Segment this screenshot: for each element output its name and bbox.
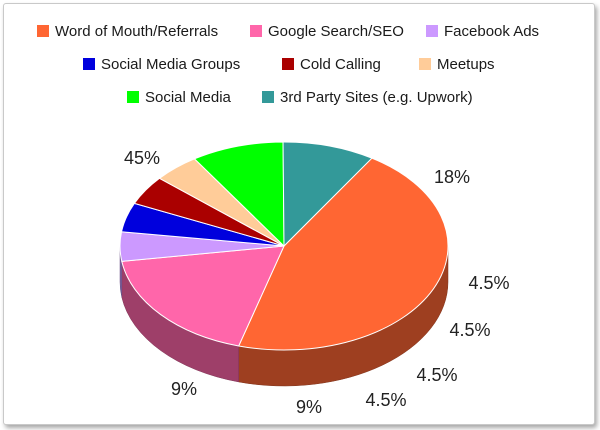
legend-item-facebook-ads: Facebook Ads — [426, 23, 539, 40]
data-label-facebook-ads: 4.5% — [468, 273, 509, 293]
legend-label: Word of Mouth/Referrals — [55, 23, 218, 40]
legend-label: Meetups — [437, 56, 495, 73]
legend-item-word-of-mouth-referrals: Word of Mouth/Referrals — [37, 23, 218, 40]
legend-label: Google Search/SEO — [268, 23, 404, 40]
legend-swatch — [426, 25, 438, 37]
legend-swatch — [83, 58, 95, 70]
legend-label: 3rd Party Sites (e.g. Upwork) — [280, 89, 473, 106]
legend: Word of Mouth/Referrals Google Search/SEO… — [37, 23, 539, 106]
legend-item-social-media-groups: Social Media Groups — [83, 56, 240, 73]
legend-swatch — [282, 58, 294, 70]
legend-swatch — [262, 91, 274, 103]
data-label-cold-calling: 4.5% — [416, 365, 457, 385]
slice-3rd-party-sites-e-g-upwork — [282, 141, 373, 247]
data-label-meetups: 4.5% — [365, 390, 406, 410]
data-labels: 45% 18% 4.5% 4.5% 4.5% 4.5% 9% 9% — [124, 148, 510, 417]
legend-label: Cold Calling — [300, 56, 381, 73]
legend-swatch — [37, 25, 49, 37]
data-label-google-search-seo: 18% — [434, 167, 470, 187]
legend-item-cold-calling: Cold Calling — [282, 56, 381, 73]
data-label-word-of-mouth-referrals: 45% — [124, 148, 160, 168]
legend-label: Social Media Groups — [101, 56, 240, 73]
legend-item-google-search-seo: Google Search/SEO — [250, 23, 404, 40]
data-label-3rd-party-sites-e-g-upwork: 9% — [171, 379, 197, 399]
legend-swatch — [250, 25, 262, 37]
slice-social-media — [194, 141, 285, 247]
legend-item-meetups: Meetups — [419, 56, 495, 73]
legend-swatch — [419, 58, 431, 70]
slice-word-of-mouth-referrals — [238, 157, 449, 351]
legend-item-social-media: Social Media — [127, 89, 232, 106]
legend-label: Facebook Ads — [444, 23, 539, 40]
data-label-social-media-groups: 4.5% — [449, 320, 490, 340]
slice-google-search-seo — [121, 245, 285, 347]
legend-label: Social Media — [145, 89, 232, 106]
data-label-social-media: 9% — [296, 397, 322, 417]
legend-item-3rd-party-sites-e-g-upwork: 3rd Party Sites (e.g. Upwork) — [262, 89, 473, 106]
legend-swatch — [127, 91, 139, 103]
pie-slices — [119, 141, 449, 351]
